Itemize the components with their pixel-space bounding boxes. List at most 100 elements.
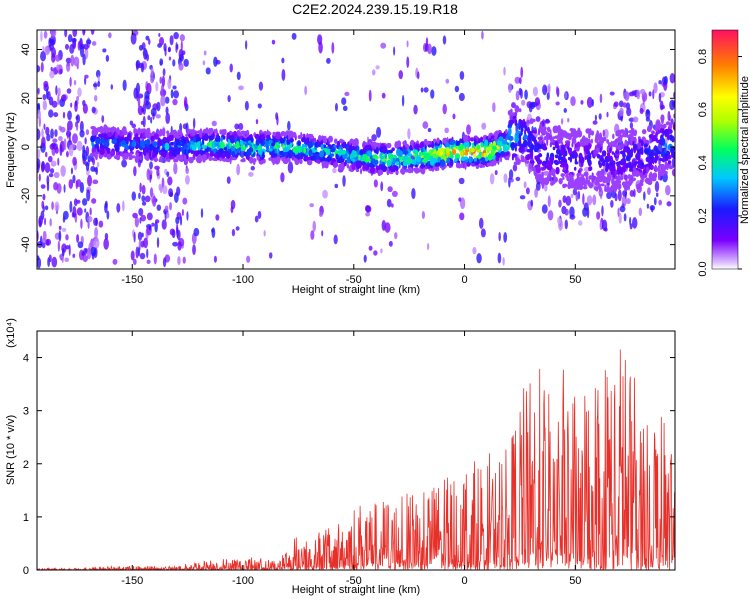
- spectrogram-noise-cell: [65, 150, 69, 158]
- spectrogram-ridge-cell: [579, 138, 583, 145]
- spectrogram-noise-cell: [166, 171, 170, 178]
- spectrogram-ridge-cell: [542, 146, 548, 151]
- spectrogram-noise-cell: [76, 207, 83, 216]
- spectrogram-ridge-cell: [310, 155, 316, 161]
- spectrogram-noise-cell: [67, 34, 73, 43]
- spectrogram-noise-cell: [192, 244, 196, 256]
- spectrogram-noise-cell: [142, 115, 146, 128]
- spectrogram-noise-cell: [103, 238, 109, 250]
- spectrogram-noise-cell: [564, 91, 568, 100]
- spectrogram-ridge-cell: [470, 137, 475, 142]
- spectrogram-noise-cell: [40, 184, 46, 189]
- spectrogram-ridge-cell: [639, 179, 644, 184]
- spectrogram-ridge-cell: [254, 145, 258, 149]
- spectrogram-ridge-cell: [96, 146, 100, 150]
- spectrogram-ridge-cell: [386, 150, 389, 155]
- spectrogram-ridge-cell: [255, 138, 260, 146]
- spectrogram-ridge-cell: [109, 150, 116, 157]
- spectrogram-noise-cell: [68, 179, 74, 189]
- spectrogram-noise-cell: [138, 207, 144, 216]
- spectrogram-noise-cell: [544, 119, 551, 124]
- spectrogram-ridge-cell: [409, 141, 414, 145]
- spectrogram-noise-cell: [459, 197, 466, 210]
- spectrogram-noise-cell: [82, 99, 86, 107]
- spectrogram-ridge-cell: [644, 168, 647, 174]
- spectrogram-noise-cell: [85, 161, 90, 172]
- spectrogram-ridge-cell: [91, 129, 97, 136]
- spectrogram-ridge-cell: [173, 156, 176, 163]
- spectrogram-noise-cell: [73, 56, 80, 67]
- spectrogram-ridge-cell: [520, 154, 523, 160]
- spectrogram-ridge-cell: [591, 172, 594, 177]
- spectrogram-noise-cell: [646, 203, 650, 209]
- spectrogram-ridge-cell: [480, 157, 486, 163]
- spectrogram-noise-cell: [623, 91, 630, 100]
- spectrogram-ridge-cell: [607, 173, 610, 180]
- spectrogram-noise-cell: [162, 68, 166, 77]
- spectrogram-noise-cell: [82, 53, 86, 66]
- spectrogram-noise-cell: [442, 35, 447, 45]
- spectrogram-ridge-cell: [355, 160, 361, 168]
- spectrogram-ridge-cell: [298, 158, 303, 165]
- spectrogram-noise-cell: [153, 253, 157, 265]
- spectrogram-noise-cell: [90, 165, 96, 172]
- spectrogram-noise-cell: [176, 43, 179, 50]
- spectrogram-ridge-cell: [283, 131, 288, 138]
- spectrogram-noise-cell: [158, 32, 161, 38]
- spectrogram-noise-cell: [172, 59, 176, 67]
- spectrogram-noise-cell: [46, 133, 51, 142]
- spectrogram-ridge-cell: [499, 156, 503, 163]
- spectrogram-noise-cell: [498, 231, 501, 242]
- spectrogram-noise-cell: [105, 54, 110, 62]
- spectrogram-noise-cell: [565, 195, 572, 206]
- spectrogram-noise-cell: [514, 76, 521, 84]
- spectrogram-noise-cell: [96, 162, 100, 168]
- spectrogram-ridge-cell: [639, 182, 644, 187]
- spectrogram-noise-cell: [89, 207, 92, 216]
- spectrogram-ridge-cell: [99, 148, 105, 155]
- spectrogram-ridge-cell: [300, 136, 307, 143]
- spectrogram-ridge-cell: [528, 139, 531, 148]
- spectrogram-ridge-cell: [611, 151, 615, 155]
- spectrogram-noise-cell: [41, 128, 44, 138]
- spectrogram-noise-cell: [596, 211, 601, 220]
- spectrogram-ridge-cell: [498, 136, 504, 142]
- spectrogram-ridge-cell: [414, 143, 420, 150]
- spectrogram-ridge-cell: [574, 161, 579, 165]
- spectrogram-ridge-cell: [524, 160, 530, 164]
- spectrogram-ridge-cell: [562, 183, 568, 188]
- spectrogram-ridge-cell: [531, 129, 535, 134]
- spectrogram-ridge-cell: [538, 178, 544, 183]
- spectrogram-noise-cell: [577, 190, 581, 200]
- spectrogram-noise-cell: [344, 91, 350, 97]
- spectrogram-ridge-cell: [619, 150, 626, 155]
- spectrogram-noise-cell: [391, 203, 394, 208]
- spectrogram-noise-cell: [143, 237, 148, 249]
- spectrogram-ridge-cell: [546, 152, 550, 159]
- spectrogram-ridge-cell: [98, 128, 103, 133]
- spectrogram-noise-cell: [520, 66, 524, 79]
- spectrogram-ridge-cell: [218, 135, 221, 144]
- spectrogram-noise-cell: [425, 37, 429, 47]
- spectrogram-ridge-cell: [213, 148, 216, 154]
- spectrogram-noise-cell: [179, 215, 183, 226]
- snr-series-line: [37, 349, 675, 570]
- spectrogram-noise-cell: [534, 188, 538, 198]
- spectrogram-ridge-cell: [601, 159, 606, 167]
- spectrogram-noise-cell: [87, 174, 93, 187]
- spectrogram-ridge-cell: [660, 139, 663, 147]
- colorbar-gradient: [711, 29, 739, 270]
- spectrogram-ridge-cell: [283, 137, 286, 142]
- spectrogram-noise-cell: [519, 195, 526, 200]
- spectrogram-noise-cell: [66, 127, 70, 139]
- spectrogram-ridge-cell: [248, 147, 254, 153]
- spectrogram-ridge-cell: [657, 174, 661, 181]
- spectrogram-noise-cell: [163, 42, 167, 52]
- spectrogram-ridge-cell: [568, 178, 574, 185]
- spectrogram-ridge-cell: [378, 163, 383, 172]
- spectrogram-ridge-cell: [546, 174, 550, 183]
- spectrogram-ridge-cell: [543, 135, 548, 141]
- spectrogram-ridge-cell: [386, 142, 392, 149]
- spectrogram-ridge-cell: [176, 139, 179, 144]
- spectrogram-noise-cell: [50, 66, 53, 72]
